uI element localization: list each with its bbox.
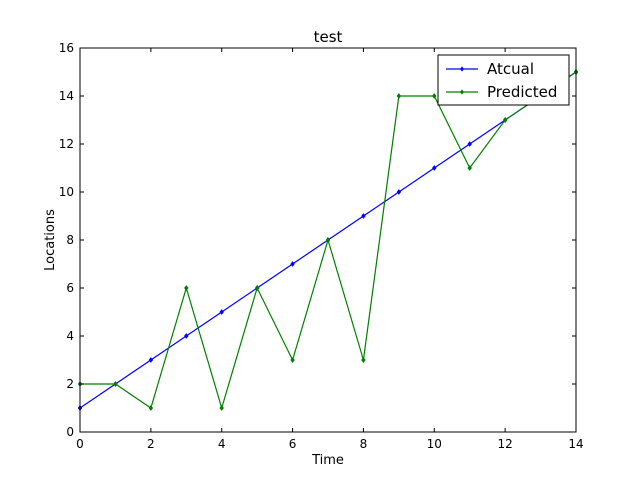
y-tick-label: 16 (59, 41, 74, 55)
x-tick-label: 4 (218, 437, 226, 451)
data-point (254, 284, 260, 292)
x-tick-label: 12 (498, 437, 513, 451)
legend-label: Atcual (487, 60, 534, 78)
x-tick-label: 10 (427, 437, 442, 451)
data-point (361, 212, 366, 220)
plot-frame (79, 47, 577, 433)
y-tick-label: 2 (66, 377, 74, 391)
data-point (467, 164, 472, 172)
y-tick-label: 14 (59, 89, 74, 103)
x-tick-label: 8 (360, 437, 368, 451)
legend-label: Predicted (487, 83, 557, 101)
data-point (219, 404, 224, 412)
series-1 (77, 68, 579, 412)
data-point (184, 284, 189, 292)
y-tick-label: 0 (66, 425, 74, 439)
data-point (184, 332, 189, 340)
x-tick-label: 2 (147, 437, 155, 451)
legend-swatch-marker (460, 89, 464, 95)
series-layer (77, 68, 579, 412)
data-point (502, 116, 508, 124)
data-point (396, 188, 402, 196)
y-tick-label: 6 (66, 281, 74, 295)
data-point (148, 356, 154, 364)
data-point (467, 140, 472, 148)
y-tick-label: 10 (59, 185, 74, 199)
y-tick-label: 12 (59, 137, 74, 151)
x-tick-label: 6 (289, 437, 297, 451)
x-axis-title: Time (311, 453, 344, 468)
chart-title: test (314, 28, 343, 46)
legend-box (437, 54, 570, 106)
data-point (361, 356, 366, 364)
data-point (219, 308, 224, 316)
x-tick-label: 14 (568, 437, 583, 451)
axes-layer: 0 2 4 6 8 10 12 14 0 2 4 6 8 10 12 14 16 (59, 41, 584, 451)
data-point (396, 92, 402, 100)
data-point (432, 92, 437, 100)
y-tick-label: 8 (66, 233, 74, 247)
data-point (113, 380, 118, 388)
data-point (290, 356, 295, 364)
data-point (148, 404, 154, 412)
y-axis-title: Locations (43, 209, 58, 271)
legend: Atcual Predicted (437, 54, 570, 106)
legend-swatch-marker (460, 66, 464, 72)
data-point (325, 236, 331, 244)
x-tick-label: 0 (76, 437, 84, 451)
data-point (432, 164, 437, 172)
y-tick-label: 4 (66, 329, 74, 343)
data-point (290, 260, 295, 268)
